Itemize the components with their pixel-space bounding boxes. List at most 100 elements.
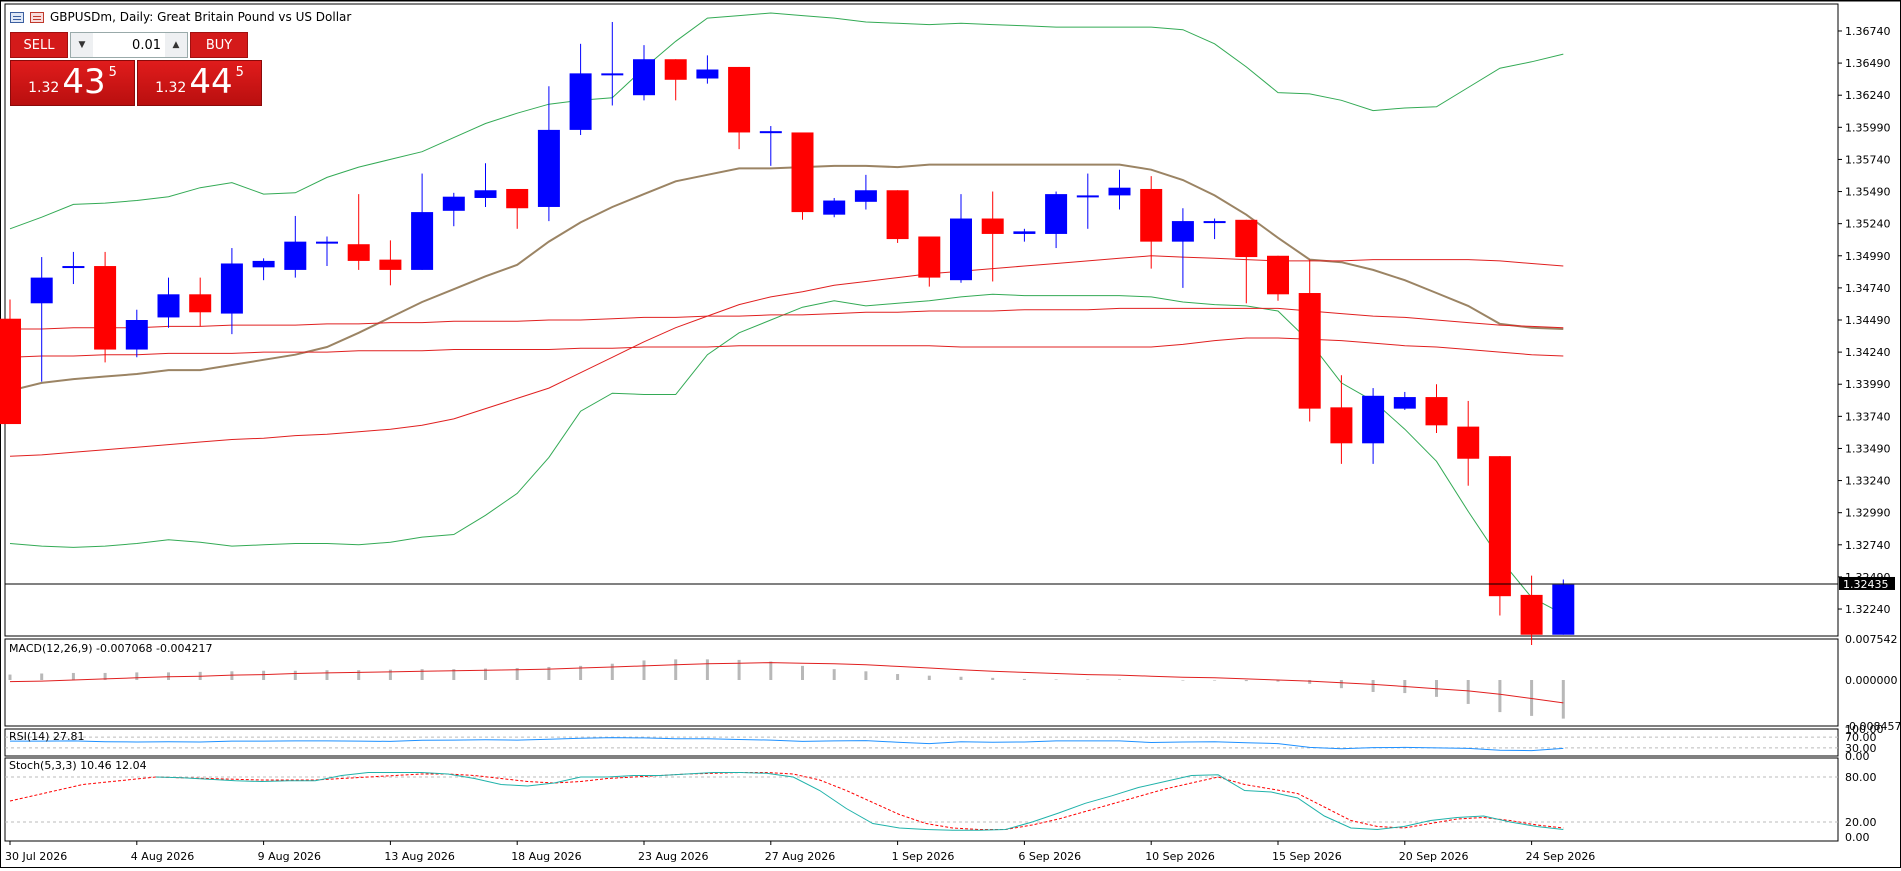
lot-increase-button[interactable]: ▲	[165, 33, 187, 57]
stoch-axis-label: 80.00	[1845, 771, 1877, 784]
ask-price-pips: 44	[189, 62, 233, 102]
bullish-candle	[30, 277, 53, 304]
bullish-candle	[569, 73, 592, 130]
bullish-candle	[1552, 584, 1575, 635]
sell-button[interactable]: SELL	[10, 32, 68, 58]
price-axis-label: 1.35740	[1845, 153, 1891, 166]
rsi-axis-label: 30.00	[1845, 742, 1877, 755]
lot-size-input[interactable]	[93, 33, 165, 57]
price-axis-label: 1.35490	[1845, 186, 1891, 199]
lot-size-stepper[interactable]: ▼ ▲	[70, 32, 188, 58]
time-axis: 30 Jul 2026 4 Aug 2026 9 Aug 2026 13 Aug 20…	[5, 841, 1595, 863]
ask-price-fraction: 5	[235, 65, 244, 80]
time-axis-label: 1 Sep 2026	[892, 850, 955, 863]
bid-price-fraction: 5	[108, 65, 117, 80]
bearish-candle	[791, 132, 814, 213]
rsi-line	[10, 737, 1564, 752]
bullish-candle	[1013, 231, 1036, 234]
bearish-candle	[379, 259, 402, 270]
bearish-candle	[1267, 255, 1289, 295]
stoch-signal-line	[155, 772, 1564, 830]
bid-price-prefix: 1.32	[28, 80, 60, 96]
bid-price-button[interactable]: 1.32 43 5	[10, 60, 135, 106]
bullish-candle	[442, 196, 465, 211]
bid-price-pips: 43	[62, 62, 106, 102]
rsi-axis-label: 70.00	[1845, 731, 1877, 744]
time-axis-label: 15 Sep 2026	[1272, 850, 1342, 863]
bearish-candle	[506, 188, 529, 209]
bullish-candle	[1393, 397, 1416, 409]
bullish-candle	[411, 212, 434, 270]
price-axis-label: 1.34740	[1845, 282, 1891, 295]
bearish-candle	[1298, 293, 1321, 409]
moving-average-line-1	[9, 255, 1564, 457]
price-axis-label: 1.34240	[1845, 346, 1891, 359]
stoch-panel: Stoch(5,3,3) 10.46 12.04	[9, 759, 1564, 831]
bullish-candle	[537, 129, 560, 207]
price-axis-label: 1.32990	[1845, 507, 1891, 520]
bullish-candle	[696, 69, 719, 79]
price-axis-label: 1.32240	[1845, 603, 1891, 616]
time-axis-label: 30 Jul 2026	[5, 850, 67, 863]
bullish-candle	[950, 218, 972, 281]
price-axis-label: 1.35990	[1845, 121, 1891, 134]
price-axis-label: 1.34490	[1845, 314, 1891, 327]
bearish-candle	[1425, 397, 1448, 426]
bollinger-upper-line	[9, 12, 1564, 230]
bullish-candle	[474, 190, 497, 198]
bearish-candle	[1488, 456, 1511, 597]
rsi-axis-label: 0.00	[1845, 750, 1870, 763]
bullish-candle	[1076, 195, 1099, 198]
chart-window-icon[interactable]	[10, 11, 24, 23]
lot-decrease-button[interactable]: ▼	[71, 33, 93, 57]
bullish-candle	[823, 200, 846, 215]
bearish-candle	[347, 244, 370, 261]
chevron-down-icon: ▼	[78, 40, 86, 50]
time-axis-label: 10 Sep 2026	[1145, 850, 1215, 863]
time-axis-label: 18 Aug 2026	[511, 850, 581, 863]
time-axis-label: 6 Sep 2026	[1018, 850, 1081, 863]
time-axis-label: 4 Aug 2026	[131, 850, 194, 863]
bearish-candle	[1330, 407, 1353, 444]
stoch-signal-intro-line	[9, 776, 156, 802]
bullish-candle	[759, 131, 782, 134]
bullish-candle	[220, 263, 243, 314]
bullish-candle	[125, 320, 148, 350]
panel-frame-rsi	[4, 728, 1839, 757]
bullish-candle	[284, 241, 307, 270]
price-axis-label: 1.33990	[1845, 378, 1891, 391]
stoch-main-line	[155, 772, 1564, 831]
ask-price-prefix: 1.32	[155, 80, 187, 96]
bearish-candle	[981, 218, 1004, 234]
bearish-candle	[886, 190, 909, 240]
stoch-axis-label: 0.00	[1845, 831, 1870, 844]
price-axis-label: 1.32740	[1845, 539, 1891, 552]
chevron-up-icon: ▲	[172, 40, 180, 50]
time-axis-label: 13 Aug 2026	[384, 850, 454, 863]
panel-frame-stoch	[4, 757, 1839, 842]
panel-frame-price	[4, 3, 1839, 637]
ask-price-button[interactable]: 1.32 44 5	[137, 60, 262, 106]
bearish-candle	[918, 236, 941, 278]
price-axis-label: 1.33740	[1845, 410, 1891, 423]
bearish-candle	[728, 66, 751, 133]
bearish-candle	[189, 294, 212, 313]
bullish-candle	[633, 59, 655, 96]
time-axis-label: 9 Aug 2026	[258, 850, 321, 863]
bullish-candle	[1108, 187, 1131, 196]
stoch-title: Stoch(5,3,3) 10.46 12.04	[9, 759, 147, 772]
time-axis-label: 20 Sep 2026	[1399, 850, 1469, 863]
bearish-candle	[94, 266, 117, 350]
current-price-label: 1.32435	[1843, 578, 1889, 591]
bullish-candle	[316, 241, 338, 244]
one-click-trading-panel: SELL ▼ ▲ BUY 1.32 43 5 1.32 44 5	[10, 32, 262, 106]
bullish-candle	[854, 190, 877, 202]
price-axis-label: 1.36240	[1845, 89, 1891, 102]
buy-button[interactable]: BUY	[190, 32, 248, 58]
moving-average-line-2	[10, 307, 1564, 330]
bullish-candle	[1362, 395, 1385, 444]
price-axis-label: 1.36490	[1845, 57, 1891, 70]
moving-average-line-3	[9, 337, 1564, 358]
